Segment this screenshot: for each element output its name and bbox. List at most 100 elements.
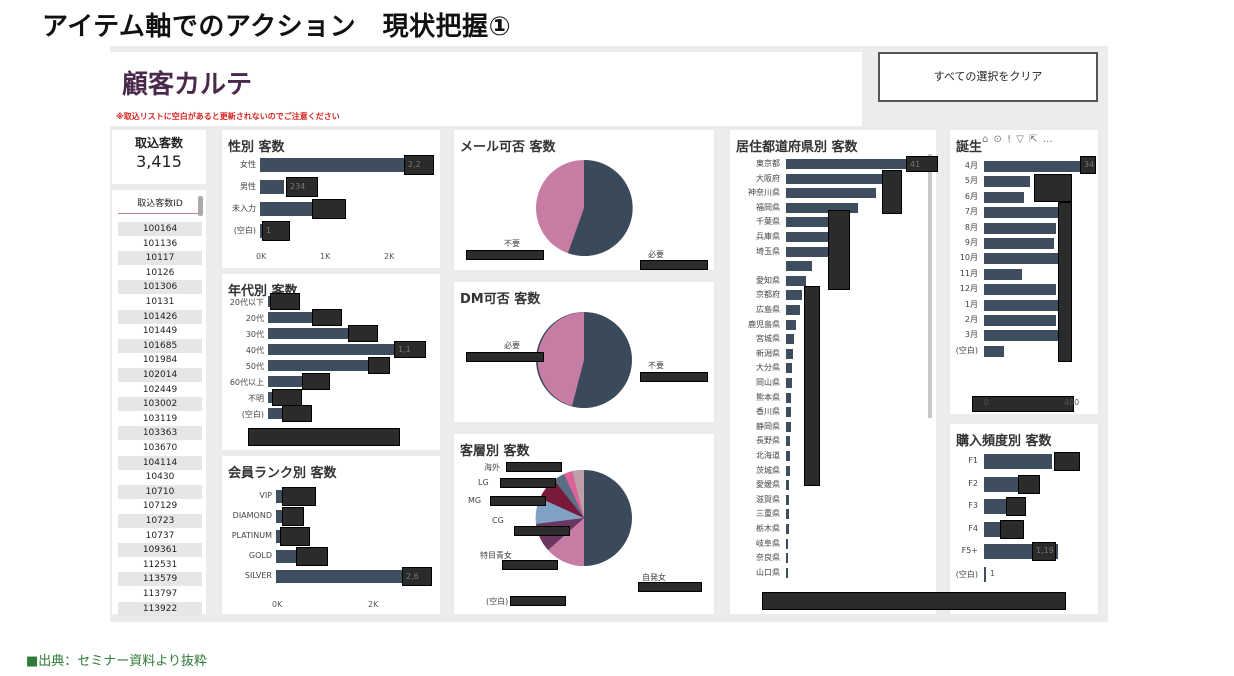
bar[interactable] (786, 465, 790, 476)
bar[interactable] (984, 161, 1080, 172)
list-item[interactable]: 103670 (142, 443, 178, 453)
bar[interactable] (984, 566, 986, 582)
bar[interactable] (786, 436, 790, 447)
list-item[interactable]: 101306 (118, 280, 202, 295)
bar[interactable] (786, 319, 796, 330)
bar[interactable] (276, 570, 402, 583)
bar[interactable] (786, 232, 846, 242)
bar[interactable] (786, 246, 844, 257)
visual-toolbar[interactable]: ⌂ ⊙ ! ▽ ⇱ … (982, 134, 1054, 145)
bar[interactable] (786, 567, 788, 578)
pie-slice[interactable] (572, 469, 584, 518)
segment-pie[interactable] (454, 434, 714, 614)
id-list-header[interactable]: 取込客数ID (118, 196, 202, 214)
bar[interactable] (268, 344, 394, 355)
list-item[interactable]: 10710 (118, 484, 202, 499)
list-item[interactable]: 113797 (142, 589, 178, 599)
list-item[interactable]: 101984 (142, 355, 178, 366)
bar[interactable] (786, 407, 791, 418)
list-item[interactable]: 112531 (142, 559, 178, 570)
bar[interactable] (984, 476, 1018, 492)
bar[interactable] (984, 284, 1056, 296)
list-item[interactable]: 103363 (118, 426, 202, 441)
scrollbar[interactable] (198, 196, 203, 216)
bar[interactable] (984, 454, 1052, 469)
bar[interactable] (786, 202, 858, 213)
bar[interactable] (786, 305, 800, 315)
list-item[interactable]: 102014 (118, 368, 202, 382)
bar[interactable] (268, 408, 282, 419)
pref-scrollbar[interactable] (928, 154, 932, 418)
bar[interactable] (268, 296, 270, 307)
pie-slice[interactable] (568, 159, 633, 256)
dm-pie[interactable] (454, 282, 714, 422)
bar[interactable] (984, 238, 1054, 249)
bar[interactable] (276, 550, 296, 563)
bar[interactable] (786, 480, 789, 491)
bar[interactable] (786, 159, 906, 169)
bar[interactable] (984, 253, 1058, 265)
bar[interactable] (786, 217, 848, 228)
bar[interactable] (786, 421, 791, 432)
bar[interactable] (786, 173, 882, 184)
bar[interactable] (260, 224, 262, 238)
list-item[interactable]: 10430 (145, 472, 175, 483)
list-item[interactable]: 10723 (118, 514, 202, 528)
pie-slice[interactable] (540, 480, 584, 518)
bar[interactable] (276, 530, 280, 543)
bar[interactable] (260, 158, 404, 172)
bar[interactable] (786, 378, 792, 388)
bar[interactable] (786, 275, 806, 286)
bar[interactable] (786, 334, 794, 345)
bar[interactable] (984, 268, 1022, 280)
bar[interactable] (984, 222, 1056, 234)
list-item[interactable]: 102449 (142, 384, 178, 395)
pie-slice[interactable] (564, 471, 584, 518)
bar[interactable] (268, 376, 302, 387)
list-item[interactable]: 109361 (118, 543, 202, 558)
bar[interactable] (260, 202, 312, 216)
bar[interactable] (268, 392, 272, 403)
bar[interactable] (984, 191, 1024, 203)
list-item[interactable]: 101449 (142, 326, 178, 337)
pie-slice[interactable] (537, 312, 584, 406)
bar[interactable] (984, 315, 1056, 326)
list-item[interactable]: 107129 (142, 501, 178, 512)
bar[interactable] (984, 299, 1058, 311)
bar[interactable] (984, 176, 1030, 188)
bar[interactable] (984, 345, 1004, 357)
pie-slice[interactable] (535, 498, 584, 524)
list-item[interactable]: 101136 (142, 238, 178, 249)
list-item[interactable]: 101685 (118, 338, 202, 353)
bar[interactable] (984, 499, 1006, 514)
bar[interactable] (260, 180, 284, 194)
bar[interactable] (786, 392, 791, 403)
bar[interactable] (786, 261, 812, 272)
bar[interactable] (786, 290, 802, 301)
bar[interactable] (276, 490, 282, 503)
bar[interactable] (786, 553, 788, 564)
bar[interactable] (786, 451, 790, 461)
list-item[interactable]: 113922 (118, 601, 202, 616)
list-item[interactable]: 103119 (142, 413, 178, 424)
clear-selection-button[interactable]: すべての選択をクリア (878, 52, 1098, 102)
list-item[interactable]: 100164 (118, 222, 202, 236)
list-item[interactable]: 101426 (118, 309, 202, 324)
bar[interactable] (786, 348, 793, 359)
list-item[interactable]: 113579 (118, 572, 202, 587)
bar[interactable] (984, 207, 1060, 219)
pie-slice[interactable] (554, 474, 584, 518)
list-item[interactable]: 10737 (145, 530, 175, 541)
bar[interactable] (984, 521, 1000, 537)
pie-slice[interactable] (548, 518, 584, 567)
list-item[interactable]: 10131 (145, 297, 175, 307)
list-item[interactable]: 103002 (118, 397, 202, 412)
bar[interactable] (786, 538, 788, 549)
bar[interactable] (276, 510, 282, 523)
mail-pie[interactable] (454, 130, 714, 270)
bar[interactable] (786, 363, 792, 374)
list-item[interactable]: 10126 (145, 267, 175, 278)
bar[interactable] (268, 360, 368, 371)
bar[interactable] (268, 312, 312, 323)
bar[interactable] (786, 509, 789, 520)
